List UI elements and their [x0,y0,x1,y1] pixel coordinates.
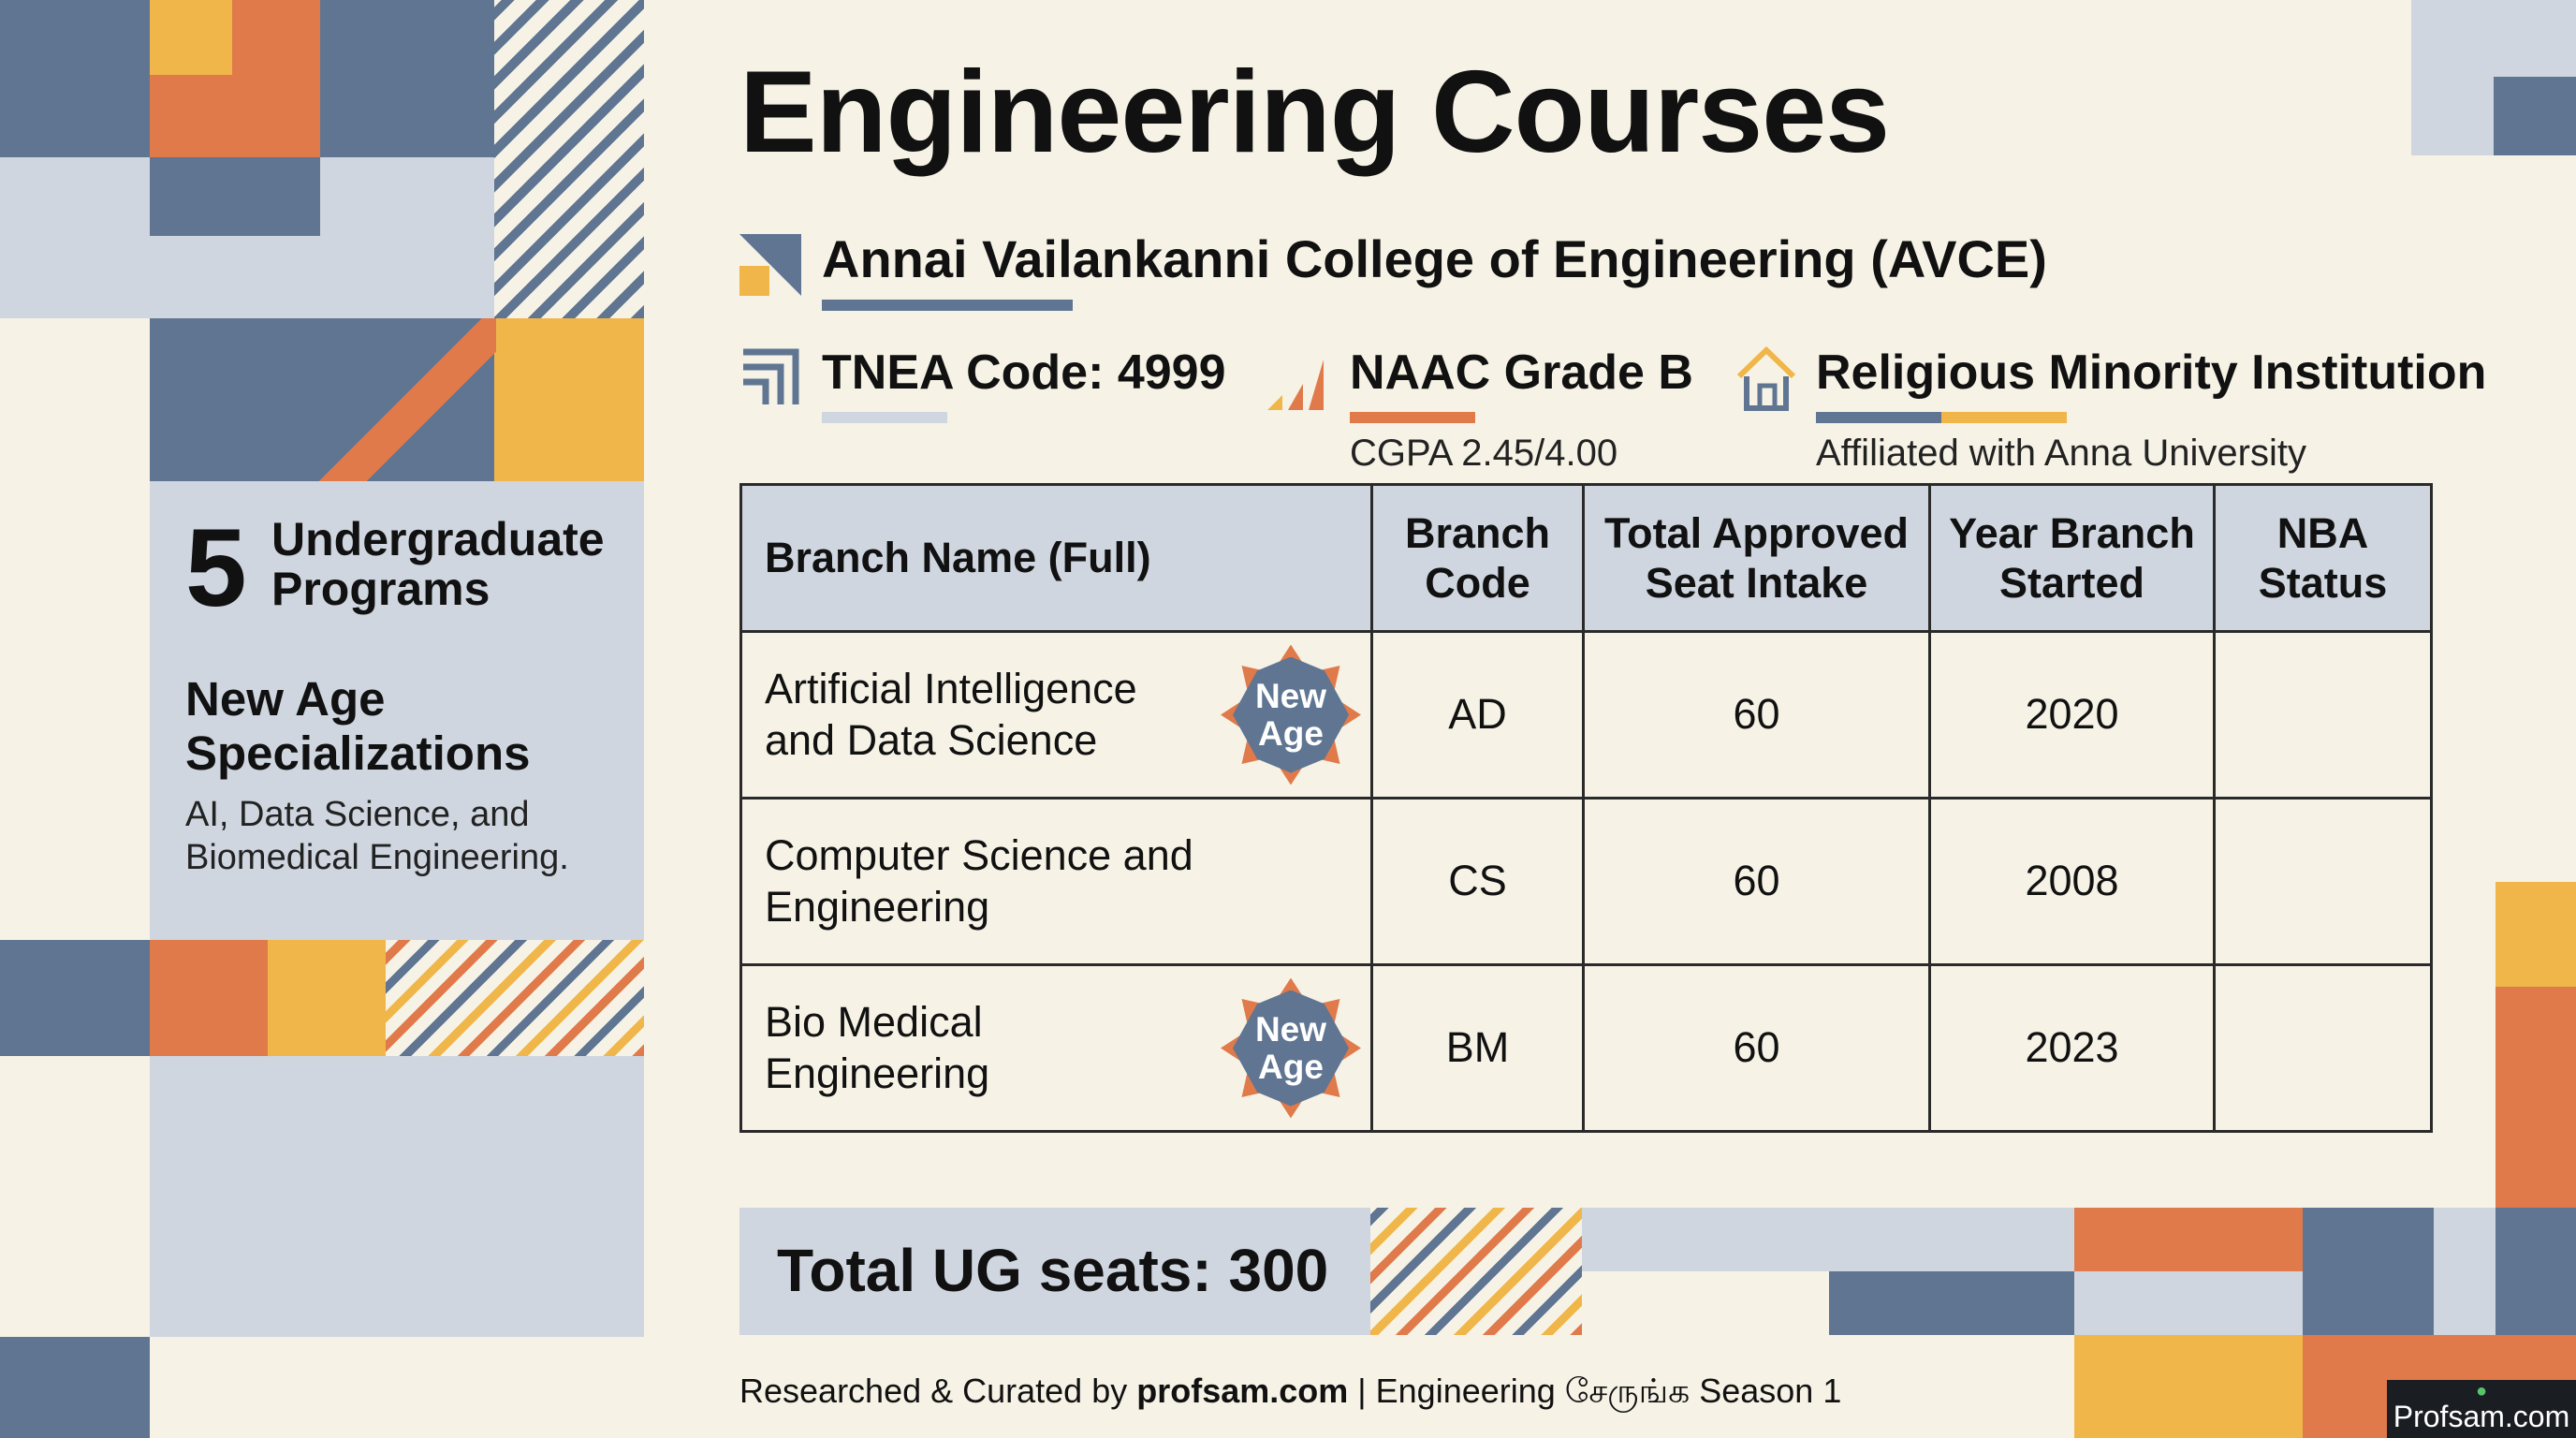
footer-site[interactable]: profsam.com [1136,1372,1349,1410]
seat-intake: 60 [1582,630,1931,800]
table-row: Bio Medical Engineering New Age BM 60 20… [739,963,2433,1133]
deco-block [2074,1335,2303,1438]
deco-block [150,75,320,157]
program-count: 5 [185,506,247,630]
profsam-logo: ● Profsam.com [2387,1380,2576,1438]
deco-block [232,0,320,75]
deco-block [1829,1271,2074,1335]
tnea-code: TNEA Code: 4999 [822,345,1226,400]
page-title: Engineering Courses [739,48,1890,177]
branch-name-cell: Artificial Intelligence and Data Science… [739,630,1373,800]
deco-block [2411,0,2576,77]
deco-stripes [386,940,644,1056]
college-name: Annai Vailankanni College of Engineering… [822,229,2047,288]
deco-block [150,940,268,1056]
side-panel [150,481,644,940]
deco-block [268,940,386,1056]
naac-underline [1350,412,1475,423]
deco-stripes [494,0,644,318]
column-header: Branch Name (Full) [739,483,1373,633]
deco-block [2074,1208,2303,1271]
courses-table: Branch Name (Full) Branch Code Total App… [739,483,2433,1133]
column-header: NBA Status [2213,483,2433,633]
logo-leaf-icon: ● [2475,1381,2488,1401]
table-header-row: Branch Name (Full) Branch Code Total App… [739,483,2433,633]
college-icon [739,234,801,296]
seat-intake: 60 [1582,797,1931,966]
deco-block [0,0,150,157]
branch-name-cell: Bio Medical Engineering New Age [739,963,1373,1133]
minority-underline-accent [1941,412,2067,423]
deco-block [0,1337,150,1438]
branch-code: AD [1370,630,1585,800]
tnea-underline [822,412,947,423]
footer-prefix: Researched & Curated by [739,1372,1137,1410]
branch-code: BM [1370,963,1585,1133]
branch-name: Bio Medical Engineering [765,997,990,1097]
deco-block [2496,882,2576,987]
footer-suffix: | Engineering சேருங்க Season 1 [1348,1372,1842,1410]
badge-label: New Age [1254,1009,1327,1086]
deco-block [1582,1208,2074,1271]
seat-intake: 60 [1582,963,1931,1133]
total-seats-box [739,1208,1370,1335]
naac-bars-icon [1267,360,1324,410]
deco-block [2303,1208,2434,1335]
deco-block [150,0,232,75]
deco-block [2494,77,2576,155]
deco-block [2496,987,2576,1208]
footer-credit: Researched & Curated by profsam.com | En… [739,1372,1841,1410]
column-header: Total Approved Seat Intake [1582,483,1931,633]
column-header: Branch Code [1370,483,1585,633]
new-age-badge: New Age [1221,644,1361,785]
nba-status [2213,963,2433,1133]
year-started: 2008 [1928,797,2216,966]
branch-name: Computer Science and Engineering [765,830,1193,931]
table-row: Computer Science and Engineering CS 60 2… [739,797,2433,966]
affiliation: Affiliated with Anna University [1816,433,2306,474]
tnea-icon [743,348,799,404]
minority-underline [1816,412,1941,423]
nba-status [2213,797,2433,966]
deco-block [150,1056,644,1337]
new-age-badge: New Age [1221,977,1361,1119]
specialization-heading: New Age Specializations [185,672,531,780]
deco-block [2411,77,2494,155]
table-row: Artificial Intelligence and Data Science… [739,630,2433,800]
badge-label: New Age [1254,676,1327,753]
deco-block [2496,1208,2576,1335]
total-seats: Total UG seats: 300 [777,1237,1329,1304]
year-started: 2023 [1928,963,2216,1133]
branch-code: CS [1370,797,1585,966]
nba-status [2213,630,2433,800]
deco-diagonal [318,318,496,481]
naac-grade: NAAC Grade B [1350,345,1693,400]
deco-block [320,0,494,157]
branch-name-cell: Computer Science and Engineering [739,797,1373,966]
deco-stripes [1370,1208,1582,1335]
program-heading: Undergraduate Programs [271,513,605,615]
deco-block [0,940,150,1056]
deco-block [494,318,644,481]
deco-block [2434,1208,2496,1335]
college-underline [822,300,1073,311]
column-header: Year Branch Started [1928,483,2216,633]
year-started: 2020 [1928,630,2216,800]
specialization-description: AI, Data Science, and Biomedical Enginee… [185,795,569,877]
deco-block [150,157,320,236]
deco-block [2074,1271,2303,1335]
cgpa: CGPA 2.45/4.00 [1350,433,1618,474]
minority-status: Religious Minority Institution [1816,345,2487,400]
logo-text: Profsam.com [2393,1400,2570,1433]
branch-name: Artificial Intelligence and Data Science [765,664,1137,764]
institution-icon [1736,345,1796,411]
